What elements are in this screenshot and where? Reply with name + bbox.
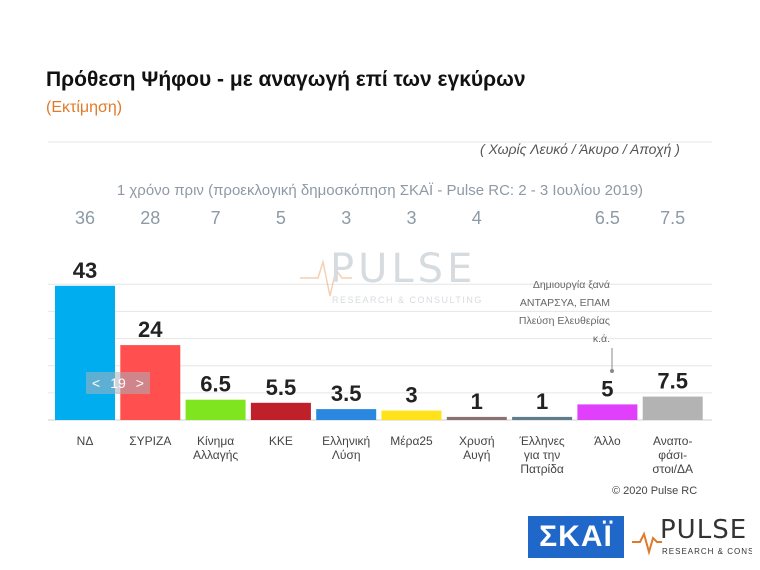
category-label: Πατρίδα xyxy=(520,462,564,476)
value-label: 6.5 xyxy=(200,372,231,397)
slide-pager: < 19 > xyxy=(86,372,150,394)
previous-value: 4 xyxy=(472,208,482,228)
value-label: 5.5 xyxy=(266,375,297,400)
annotation-line: ΑΝΤΑΡΣΥΑ, ΕΠΑΜ xyxy=(519,297,610,309)
category-label: Κίνημα xyxy=(197,434,234,448)
pulse-logo-subtext: RESEARCH & CONSULTING xyxy=(662,547,752,556)
category-label: Λύση xyxy=(332,448,361,462)
value-label: 1 xyxy=(471,389,483,414)
pulse-watermark: PULSE RESEARCH & CONSULTING xyxy=(300,246,483,305)
category-label: ΚΚΕ xyxy=(269,434,293,448)
watermark-text: PULSE xyxy=(330,246,476,292)
bar xyxy=(642,396,703,420)
annotation-leader-dot xyxy=(610,369,614,373)
annotation-line: Πλεύση Ελευθερίας xyxy=(518,315,610,327)
category-label: Χρυσή xyxy=(459,434,494,448)
chart-title: Πρόθεση Ψήφου - με αναγωγή επί των εγκύρ… xyxy=(46,68,526,91)
value-label: 24 xyxy=(138,317,163,342)
prev-slide-button[interactable]: < xyxy=(92,375,101,391)
category-label: ΣΥΡΙΖΑ xyxy=(129,434,171,448)
previous-value: 36 xyxy=(75,208,95,228)
previous-value: 28 xyxy=(140,208,160,228)
bar xyxy=(55,285,115,420)
exclusion-note: ( Χωρίς Λευκό / Άκυρο / Αποχή ) xyxy=(480,141,680,157)
value-label: 1 xyxy=(536,389,548,414)
bar xyxy=(316,409,377,420)
category-label: ΝΔ xyxy=(77,434,94,448)
bar xyxy=(250,402,311,420)
category-label: Αυγή xyxy=(463,448,490,462)
watermark-subtext: RESEARCH & CONSULTING xyxy=(332,295,483,305)
bar xyxy=(512,416,573,420)
next-slide-button[interactable]: > xyxy=(135,375,144,391)
category-label: φάσι- xyxy=(658,448,687,462)
category-label: Έλληνες xyxy=(518,434,564,448)
skai-logo: ΣΚΑΪ xyxy=(528,516,624,558)
annotation-line: κ.ά. xyxy=(592,333,610,345)
category-label: Άλλο xyxy=(594,434,621,448)
category-label: Μέρα25 xyxy=(390,434,433,448)
previous-value: 6.5 xyxy=(595,208,620,228)
slide-number: 19 xyxy=(110,375,126,391)
category-label: Αναπο- xyxy=(653,434,693,448)
category-label: στοι/ΔΑ xyxy=(652,462,693,476)
other-annotation: Δημιουργία ξανά ΑΝΤΑΡΣΥΑ, ΕΠΑΜ Πλεύση Ελ… xyxy=(490,276,610,348)
previous-value: 3 xyxy=(341,208,351,228)
chart-subtitle: (Εκτίμηση) xyxy=(46,99,123,116)
value-label: 3 xyxy=(405,383,417,408)
category-label: Αλλαγής xyxy=(193,448,238,462)
category-label: Ελληνική xyxy=(322,434,370,448)
pulse-logo: PULSE RESEARCH & CONSULTING xyxy=(632,515,752,556)
bar xyxy=(381,410,442,420)
previous-value: 7.5 xyxy=(660,208,685,228)
bar xyxy=(577,404,638,420)
value-label: 3.5 xyxy=(331,381,362,406)
bar xyxy=(185,399,246,420)
previous-poll-caption: 1 χρόνο πριν (προεκλογική δημοσκόπηση ΣΚ… xyxy=(116,182,644,199)
copyright: © 2020 Pulse RC xyxy=(612,485,698,497)
bar xyxy=(446,416,507,420)
value-label: 7.5 xyxy=(657,369,688,394)
annotation-line: Δημιουργία ξανά xyxy=(532,279,610,291)
value-label: 43 xyxy=(73,258,97,283)
previous-value: 5 xyxy=(276,208,286,228)
category-label: για την xyxy=(524,448,560,462)
bar-chart: PULSE RESEARCH & CONSULTING 36 28 7 5 3 3 4 6.5… xyxy=(48,141,712,476)
previous-value: 7 xyxy=(211,208,221,228)
value-label: 5 xyxy=(601,376,613,401)
previous-value: 3 xyxy=(406,208,416,228)
pulse-logo-text: PULSE xyxy=(660,515,747,545)
